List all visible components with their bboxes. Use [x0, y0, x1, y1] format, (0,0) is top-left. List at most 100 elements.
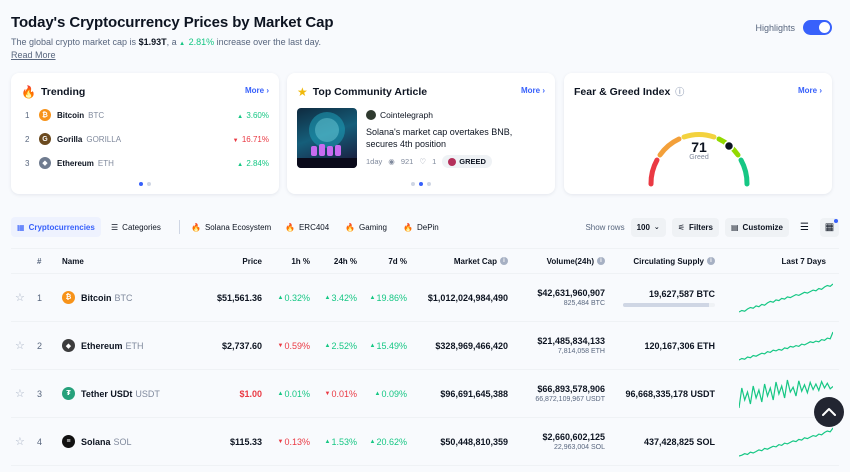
grid-icon: ▦ — [17, 222, 25, 232]
table-row[interactable]: ☆ 2 ◆ Ethereum ETH $2,737.60 ▼ 0.59% ▲ 2.52% ▲ 15.4… — [11, 322, 839, 370]
table-row[interactable]: ☆ 3 ₮ Tether USDt USDT $1.00 ▲ 0.01% ▼ 0.01% ▲ 0.09… — [11, 370, 839, 418]
scroll-to-top-button[interactable] — [814, 397, 844, 427]
volume-usd: $21,485,834,133 — [537, 336, 605, 346]
tab-cryptocurrencies[interactable]: ▦ Cryptocurrencies — [11, 217, 101, 237]
supply-progress-bar — [623, 302, 715, 307]
coin-rank: 3 — [37, 388, 43, 399]
coin-symbol: BTC — [114, 292, 133, 303]
sparkline-chart — [739, 331, 833, 361]
ethereum-icon: ◆ — [62, 339, 75, 352]
header-24h[interactable]: 24h % — [333, 256, 357, 266]
header-market-cap[interactable]: Market Cap i — [454, 249, 508, 273]
change-h1: ▲ 0.32% — [277, 292, 310, 303]
article-source[interactable]: Cointelegraph — [366, 110, 433, 120]
market-summary: The global crypto market cap is $1.93T, … — [11, 37, 321, 47]
fire-icon: 🔥 — [21, 85, 36, 99]
coin-name: Tether USDt — [81, 388, 133, 399]
coin-name-cell[interactable]: ₿ Bitcoin BTC — [62, 274, 133, 321]
trending-change: ▲ 2.84% — [237, 158, 269, 168]
list-view-button[interactable]: ☰ — [795, 218, 814, 237]
star-icon[interactable]: ☆ — [15, 388, 25, 400]
coin-symbol: USDT — [135, 388, 160, 399]
star-icon[interactable]: ☆ — [15, 292, 25, 304]
header-price[interactable]: Price — [242, 256, 262, 266]
trending-item[interactable]: 2 G Gorilla GORILLA ▼ 16.71% — [25, 132, 269, 146]
info-icon[interactable]: i — [707, 257, 715, 265]
fire-icon: 🔥 — [345, 222, 355, 232]
trending-more-link[interactable]: More › — [244, 86, 269, 95]
crypto-table: # Name Price 1h % 24h % 7d % Market Cap i… — [11, 248, 839, 466]
trending-rank: 1 — [25, 110, 30, 120]
pagination-dot[interactable] — [411, 182, 415, 186]
read-more-link[interactable]: Read More — [11, 50, 56, 60]
trending-rank: 3 — [25, 158, 30, 168]
community-more-link[interactable]: More › — [520, 86, 545, 95]
change-h24: ▲ 2.52% — [324, 340, 357, 351]
like-icon[interactable]: ♡ — [419, 157, 427, 166]
pagination-dot[interactable] — [427, 182, 431, 186]
info-icon[interactable]: ⓘ — [675, 87, 685, 97]
header-rank[interactable]: # — [37, 256, 42, 266]
highlights-toggle[interactable] — [803, 20, 832, 35]
coin-supply: 96,668,335,178 USDT — [625, 370, 715, 417]
trending-symbol: ETH — [97, 158, 114, 168]
change-h24: ▲ 1.53% — [324, 436, 357, 447]
page-header: Today's Cryptocurrency Prices by Market … — [11, 14, 334, 60]
ethereum-icon: ◆ — [39, 157, 51, 169]
pagination-dot[interactable] — [147, 182, 151, 186]
sparkline-cell[interactable] — [739, 274, 835, 321]
article-thumbnail[interactable] — [297, 108, 357, 168]
change-d7: ▲ 19.86% — [369, 292, 407, 303]
tab-divider — [179, 220, 180, 234]
tab-depin[interactable]: 🔥 DePin — [403, 222, 439, 232]
trending-change: ▲ 3.60% — [237, 110, 269, 120]
fire-icon: 🔥 — [403, 222, 413, 232]
pagination-dot[interactable] — [139, 182, 143, 186]
toolbar-controls: Show rows 100 ⌄ ⚟ Filters ▤ Customize ☰ … — [585, 217, 839, 237]
tab-categories[interactable]: ☰ Categories — [111, 222, 161, 232]
article-headline[interactable]: Solana's market cap overtakes BNB, secur… — [366, 127, 513, 149]
sparkline-cell[interactable] — [739, 322, 835, 369]
fear-greed-more-link[interactable]: More › — [797, 86, 822, 95]
star-icon[interactable]: ☆ — [15, 436, 25, 448]
trending-item[interactable]: 3 ◆ Ethereum ETH ▲ 2.84% — [25, 156, 269, 170]
volume-native: 22,963,004 SOL — [554, 444, 605, 451]
table-row[interactable]: ☆ 4 ≡ Solana SOL $115.33 ▼ 0.13% ▲ 1.53% ▲ 20.62% $5… — [11, 418, 839, 466]
table-row[interactable]: ☆ 1 ₿ Bitcoin BTC $51,561.36 ▲ 0.32% ▲ 3.42% ▲ 19.8… — [11, 274, 839, 322]
coin-name: Solana — [81, 436, 111, 447]
info-icon[interactable]: i — [500, 257, 508, 265]
solana-icon: ≡ — [62, 435, 75, 448]
header-supply[interactable]: Circulating Supply i — [633, 249, 715, 273]
list-icon: ☰ — [111, 222, 119, 232]
header-name[interactable]: Name — [62, 256, 84, 266]
show-rows-select[interactable]: 100 ⌄ — [630, 217, 666, 237]
header-volume[interactable]: Volume(24h) i — [547, 249, 605, 273]
community-title: ★ Top Community Article — [297, 85, 428, 99]
tab-solana-ecosystem[interactable]: 🔥 Solana Ecosystem — [191, 222, 272, 232]
customize-button[interactable]: ▤ Customize — [724, 217, 789, 237]
tab-gaming[interactable]: 🔥 Gaming — [345, 222, 387, 232]
star-icon[interactable]: ☆ — [15, 340, 25, 352]
coin-name-cell[interactable]: ≡ Solana SOL — [62, 418, 132, 465]
info-icon[interactable]: i — [597, 257, 605, 265]
trending-symbol: BTC — [88, 110, 105, 120]
supply-value: 96,668,335,178 USDT — [625, 388, 715, 399]
change-d7: ▲ 20.62% — [369, 436, 407, 447]
show-rows-label: Show rows — [585, 222, 625, 232]
change-h24: ▲ 3.42% — [324, 292, 357, 303]
grid-view-button[interactable]: ▦ — [820, 217, 839, 237]
sparkline-cell[interactable] — [739, 370, 835, 417]
filters-button[interactable]: ⚟ Filters — [671, 217, 719, 237]
coin-market-cap: $50,448,810,359 — [440, 436, 508, 447]
sparkline-cell[interactable] — [739, 418, 835, 465]
coin-name-cell[interactable]: ₮ Tether USDt USDT — [62, 370, 160, 417]
trending-item[interactable]: 1 ₿ Bitcoin BTC ▲ 3.60% — [25, 108, 269, 122]
coin-market-cap: $1,012,024,984,490 — [427, 292, 508, 303]
pagination-dot[interactable] — [419, 182, 423, 186]
tab-erc404[interactable]: 🔥 ERC404 — [285, 222, 330, 232]
header-1h[interactable]: 1h % — [291, 256, 310, 266]
coin-name-cell[interactable]: ◆ Ethereum ETH — [62, 322, 144, 369]
list-view-icon: ☰ — [800, 221, 809, 233]
cointelegraph-logo-icon — [366, 110, 376, 120]
header-7d[interactable]: 7d % — [388, 256, 407, 266]
